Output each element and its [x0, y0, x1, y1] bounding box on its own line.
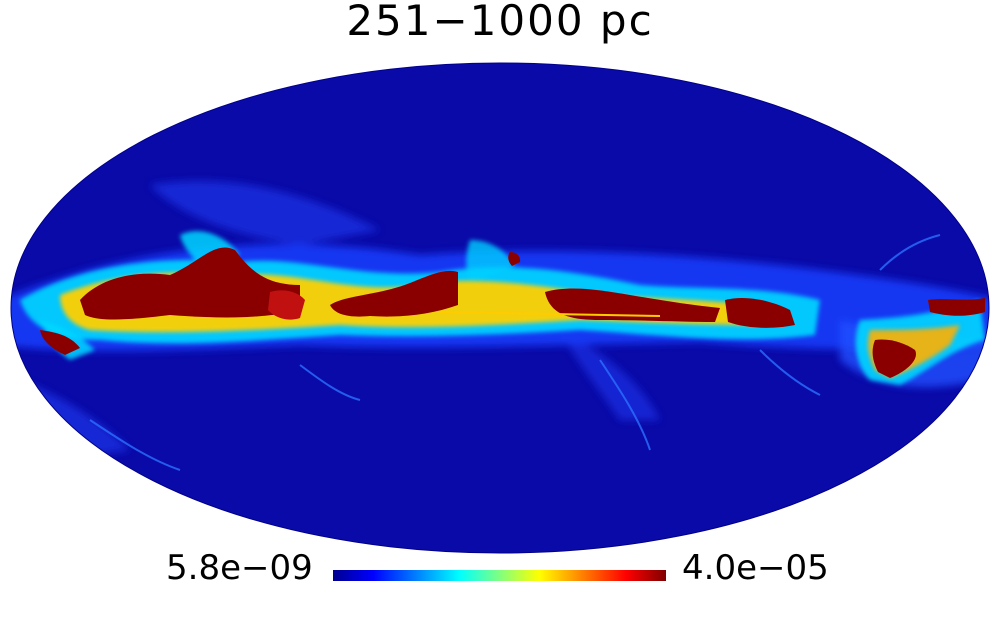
colorbar-min-label: 5.8e−09 — [166, 548, 313, 588]
colorbar-max-label: 4.0e−05 — [682, 548, 829, 588]
colorbar-gradient — [333, 570, 666, 581]
dense-regions — [40, 247, 985, 378]
filaments — [89, 234, 941, 471]
sky-content — [11, 63, 989, 553]
map-boundary — [10, 62, 990, 554]
map-title: 251−1000 pc — [346, 0, 654, 45]
